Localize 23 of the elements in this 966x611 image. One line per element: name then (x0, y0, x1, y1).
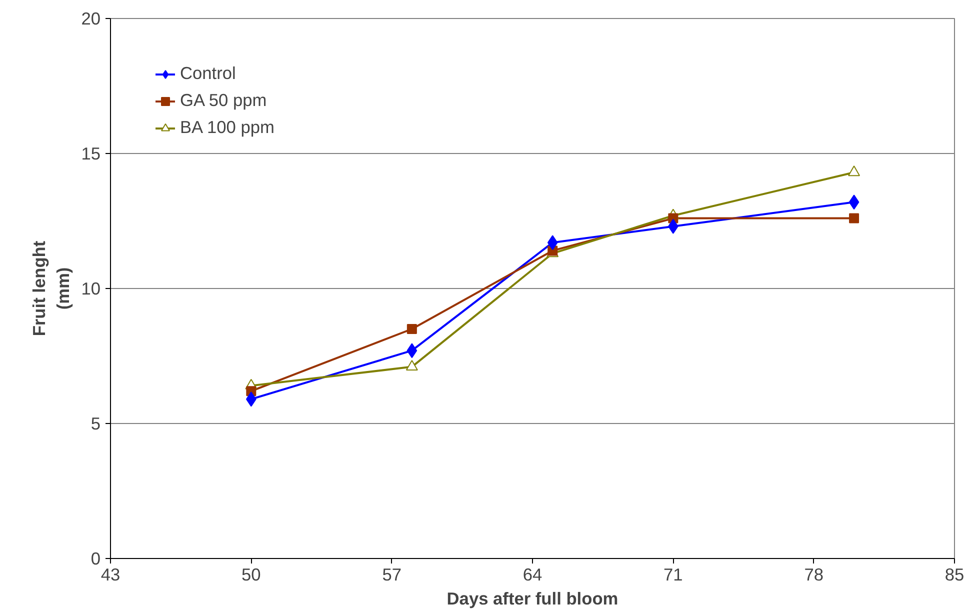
y-tick-label: 5 (90, 414, 101, 434)
point (848, 194, 860, 210)
x-tick-label: 43 (100, 564, 120, 584)
x-tick-label: 78 (804, 564, 824, 584)
y-tick-label: 10 (81, 278, 101, 298)
point (406, 324, 417, 334)
point (848, 166, 860, 176)
y-tick-label: 15 (81, 144, 101, 164)
x-tick-label: 85 (944, 564, 964, 584)
point (849, 213, 860, 224)
point (406, 343, 418, 358)
x-tick-label: 64 (522, 564, 542, 584)
legend-label: Control (180, 63, 236, 84)
x-axis-title: Days after full bloom (446, 588, 618, 608)
y-tick-label: 0 (90, 548, 101, 568)
x-tick-label: 50 (242, 564, 261, 584)
x-tick-label: 71 (664, 564, 683, 584)
y-tick-label: 20 (81, 8, 101, 28)
legend-label: BA 100 ppm (180, 117, 274, 138)
point (547, 235, 558, 250)
legend-label: GA 50 ppm (180, 90, 267, 111)
y-axis-title: Fruit lenght (mm) (29, 240, 74, 336)
x-tick-label: 57 (382, 564, 402, 584)
